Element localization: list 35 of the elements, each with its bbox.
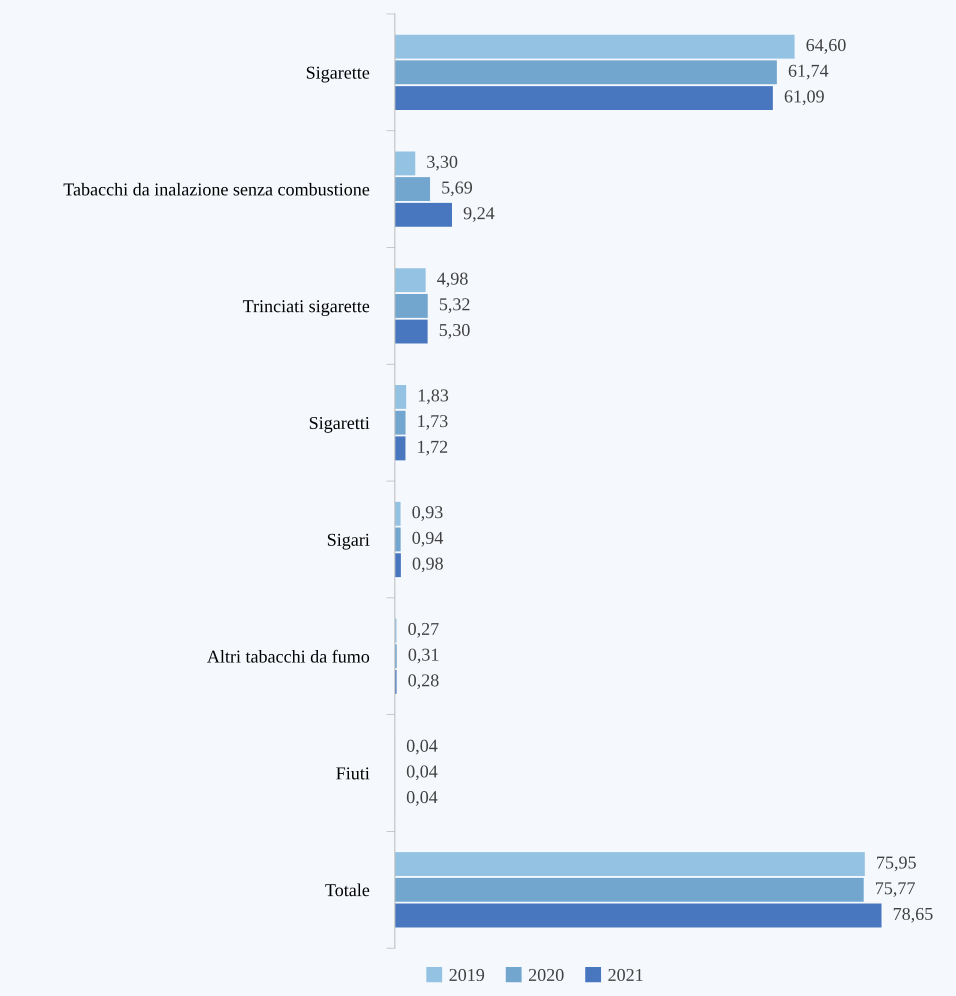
data-label: 3,30 [427, 156, 458, 171]
y-tick-label: Trinciati sigarette [242, 300, 370, 316]
data-label: 0,94 [412, 532, 444, 547]
data-label: 64,60 [806, 38, 846, 54]
data-label: 0,04 [406, 765, 438, 780]
data-label: 61,09 [784, 90, 824, 106]
data-label: 5,32 [440, 298, 470, 314]
legend-label: 2019 [449, 968, 484, 982]
data-label: 61,74 [788, 64, 828, 80]
data-label: 0,27 [408, 622, 439, 638]
data-label: 5,69 [442, 182, 472, 196]
data-label: 5,30 [440, 324, 470, 339]
data-label: 1,83 [418, 389, 448, 404]
y-tick-label: Sigarette [306, 66, 370, 82]
y-tick-label: Fiuti [336, 767, 370, 780]
y-tick-label: Sigari [328, 534, 370, 550]
data-label: 0,31 [408, 648, 438, 664]
y-tick-label: Altri tabacchi da fumo [207, 650, 370, 663]
legend-label: 2020 [528, 968, 564, 982]
data-label: 1,72 [418, 440, 448, 456]
data-label: 0,28 [408, 674, 439, 690]
data-label: 75,77 [876, 882, 915, 897]
data-label: 9,24 [464, 207, 494, 222]
data-label: 4,98 [437, 272, 468, 288]
data-label: 0,98 [412, 557, 443, 572]
data-label: 0,93 [412, 506, 443, 521]
y-tick-label: Tabacchi da inalazione senza combustione [64, 182, 370, 196]
data-label: 0,04 [406, 740, 438, 754]
legend-label: 2021 [608, 968, 643, 982]
y-tick-label: Totale [325, 884, 370, 896]
data-label: 0,04 [406, 791, 438, 806]
data-label: 75,95 [877, 856, 916, 872]
y-tick-label: Sigaretti [310, 416, 370, 433]
data-label: 78,65 [894, 908, 933, 923]
data-label: 1,73 [418, 415, 448, 430]
